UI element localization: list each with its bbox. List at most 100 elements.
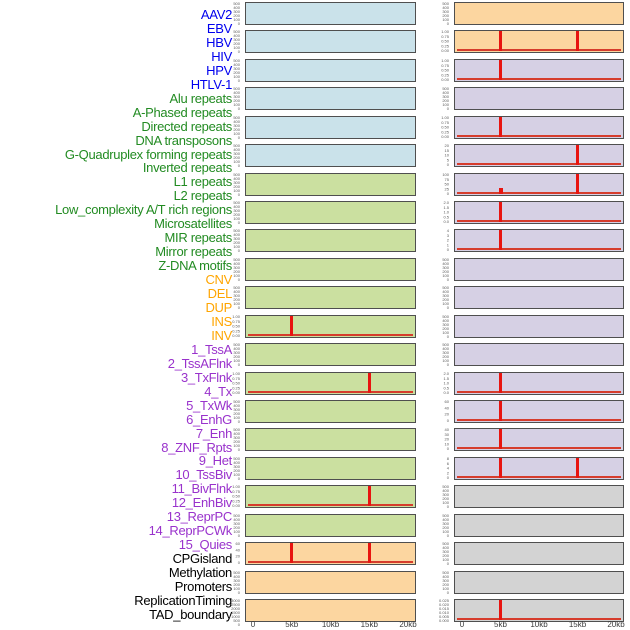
track-label: 11_BivFlnk [171, 481, 233, 497]
track-panel [454, 229, 624, 253]
y-tick-label: 400 [233, 90, 240, 96]
y-tick-label: 500 [233, 228, 240, 234]
y-tick-label: 0.00 [232, 503, 240, 509]
y-tick-label: 0.00 [441, 77, 449, 82]
track-panel [245, 229, 416, 253]
y-tick-label: 300 [233, 151, 240, 157]
y-axis-ticks: 500 400 300 200 100 0 [430, 286, 452, 310]
track-label: CPGisland [172, 551, 233, 567]
y-tick-label: 0.015 [438, 606, 449, 612]
track-label: INV [211, 327, 232, 343]
y-axis-ticks: 1.00 0.75 0.50 0.25 0.00 [430, 59, 452, 82]
spike-mark [499, 429, 502, 450]
y-tick-label: 200 [442, 326, 449, 331]
y-tick-label: 0.0 [443, 219, 449, 224]
y-tick-label: 200 [233, 468, 240, 473]
y-axis-ticks: 500 400 300 200 100 0 [221, 286, 243, 310]
y-tick-label: 100 [233, 74, 240, 79]
y-tick-label: 0 [446, 533, 449, 538]
y-tick-label: 200 [233, 184, 240, 189]
y-tick-label: 40 [235, 547, 240, 553]
y-tick-label: 300 [233, 265, 240, 270]
y-tick-label: 200 [233, 269, 240, 274]
spike-mark [367, 372, 371, 393]
spike-mark [576, 457, 579, 478]
y-axis-ticks: 60 40 20 0 [430, 400, 452, 423]
y-tick-label: 500 [233, 29, 240, 35]
baseline-mark [457, 220, 621, 222]
y-tick-label: 200 [233, 41, 240, 47]
y-tick-label: 400 [442, 517, 449, 522]
y-axis-ticks: 500 400 300 200 100 0 [221, 570, 243, 594]
y-tick-label: 100 [233, 159, 240, 165]
y-tick-label: 200 [233, 525, 240, 530]
y-tick-label: 300 [233, 521, 240, 526]
spike-mark [367, 486, 371, 507]
y-tick-label: 300 [233, 350, 240, 356]
y-tick-label: 2.0 [443, 200, 449, 205]
track-label: DNA transposons [135, 132, 232, 148]
y-tick-label: 0.50 [441, 67, 449, 73]
y-tick-label: 10 [444, 442, 449, 447]
y-tick-label: 1.00 [232, 314, 240, 319]
y-axis-ticks: 500 400 300 200 100 0 [430, 258, 452, 282]
spike-mark [498, 188, 503, 194]
y-tick-label: 300 [233, 180, 240, 185]
y-tick-label: 500 [233, 427, 240, 433]
y-tick-label: 300 [233, 94, 240, 100]
y-tick-label: 100 [233, 273, 240, 278]
track-label: 1_TssA [191, 341, 232, 357]
y-tick-label: 25 [444, 186, 449, 191]
y-axis-ticks: 500 400 300 200 100 0 [430, 513, 452, 538]
y-tick-label: 0.25 [232, 385, 240, 390]
y-tick-label: 0.25 [232, 499, 240, 504]
y-tick-label: 500 [442, 314, 449, 319]
y-tick-label: 0.005 [438, 614, 449, 620]
y-tick-label: 0 [237, 560, 240, 566]
y-tick-label: 200 [233, 240, 240, 246]
y-tick-label: 2 [446, 238, 449, 243]
spike-mark [499, 202, 502, 222]
y-tick-label: 0.75 [232, 489, 240, 495]
baseline-mark [457, 618, 621, 621]
y-tick-label: 300 [233, 123, 240, 128]
y-tick-label: 0 [446, 247, 449, 253]
spike-mark [290, 315, 294, 336]
spike-mark [499, 401, 502, 422]
y-tick-label: 100 [233, 472, 240, 477]
track-label: 2_TssAFlnk [167, 355, 233, 371]
y-tick-label: 100 [442, 529, 449, 534]
y-axis-ticks: 500 400 300 200 100 0 [430, 2, 452, 26]
x-tick-label: 10kb [321, 620, 340, 629]
y-axis-ticks: 60 40 20 0 [221, 542, 243, 565]
track-panel [454, 172, 624, 196]
y-axis-ticks: 500 400 300 200 100 0 [221, 59, 243, 83]
y-tick-label: 300 [442, 293, 449, 299]
track-panel [454, 456, 624, 480]
y-tick-label: 50 [444, 181, 449, 187]
track-label: G-Quadruplex forming repeats [64, 146, 232, 162]
y-tick-label: 0 [446, 446, 449, 452]
y-tick-label: 1.00 [232, 484, 240, 490]
track-panel [245, 400, 416, 424]
y-tick-label: 200 [233, 212, 240, 217]
track-label: L1 repeats [173, 174, 233, 190]
track-label: Directed repeats [141, 118, 232, 134]
y-tick-label: 400 [233, 147, 240, 153]
y-tick-label: 400 [233, 261, 240, 266]
y-axis-ticks: 100 75 50 25 0 [430, 172, 452, 196]
y-tick-label: 0 [237, 163, 240, 169]
track-panel [454, 87, 624, 111]
y-axis-ticks: 3000 2500 2000 1500 1000 500 0 [221, 599, 243, 627]
y-tick-label: 2.0 [443, 371, 449, 376]
y-tick-label: 200 [442, 496, 449, 502]
y-tick-label: 0 [446, 334, 449, 339]
track-panel [454, 144, 624, 168]
y-axis-ticks: 500 400 300 200 100 0 [221, 400, 243, 424]
y-axis-ticks: 500 400 300 200 100 0 [430, 542, 452, 566]
y-tick-label: 0.50 [232, 380, 240, 386]
y-tick-label: 1.0 [443, 380, 449, 386]
y-axis-ticks: 500 400 300 200 100 0 [221, 513, 243, 537]
y-axis-ticks: 500 400 300 200 100 0 [221, 29, 243, 54]
track-panel [245, 2, 416, 25]
